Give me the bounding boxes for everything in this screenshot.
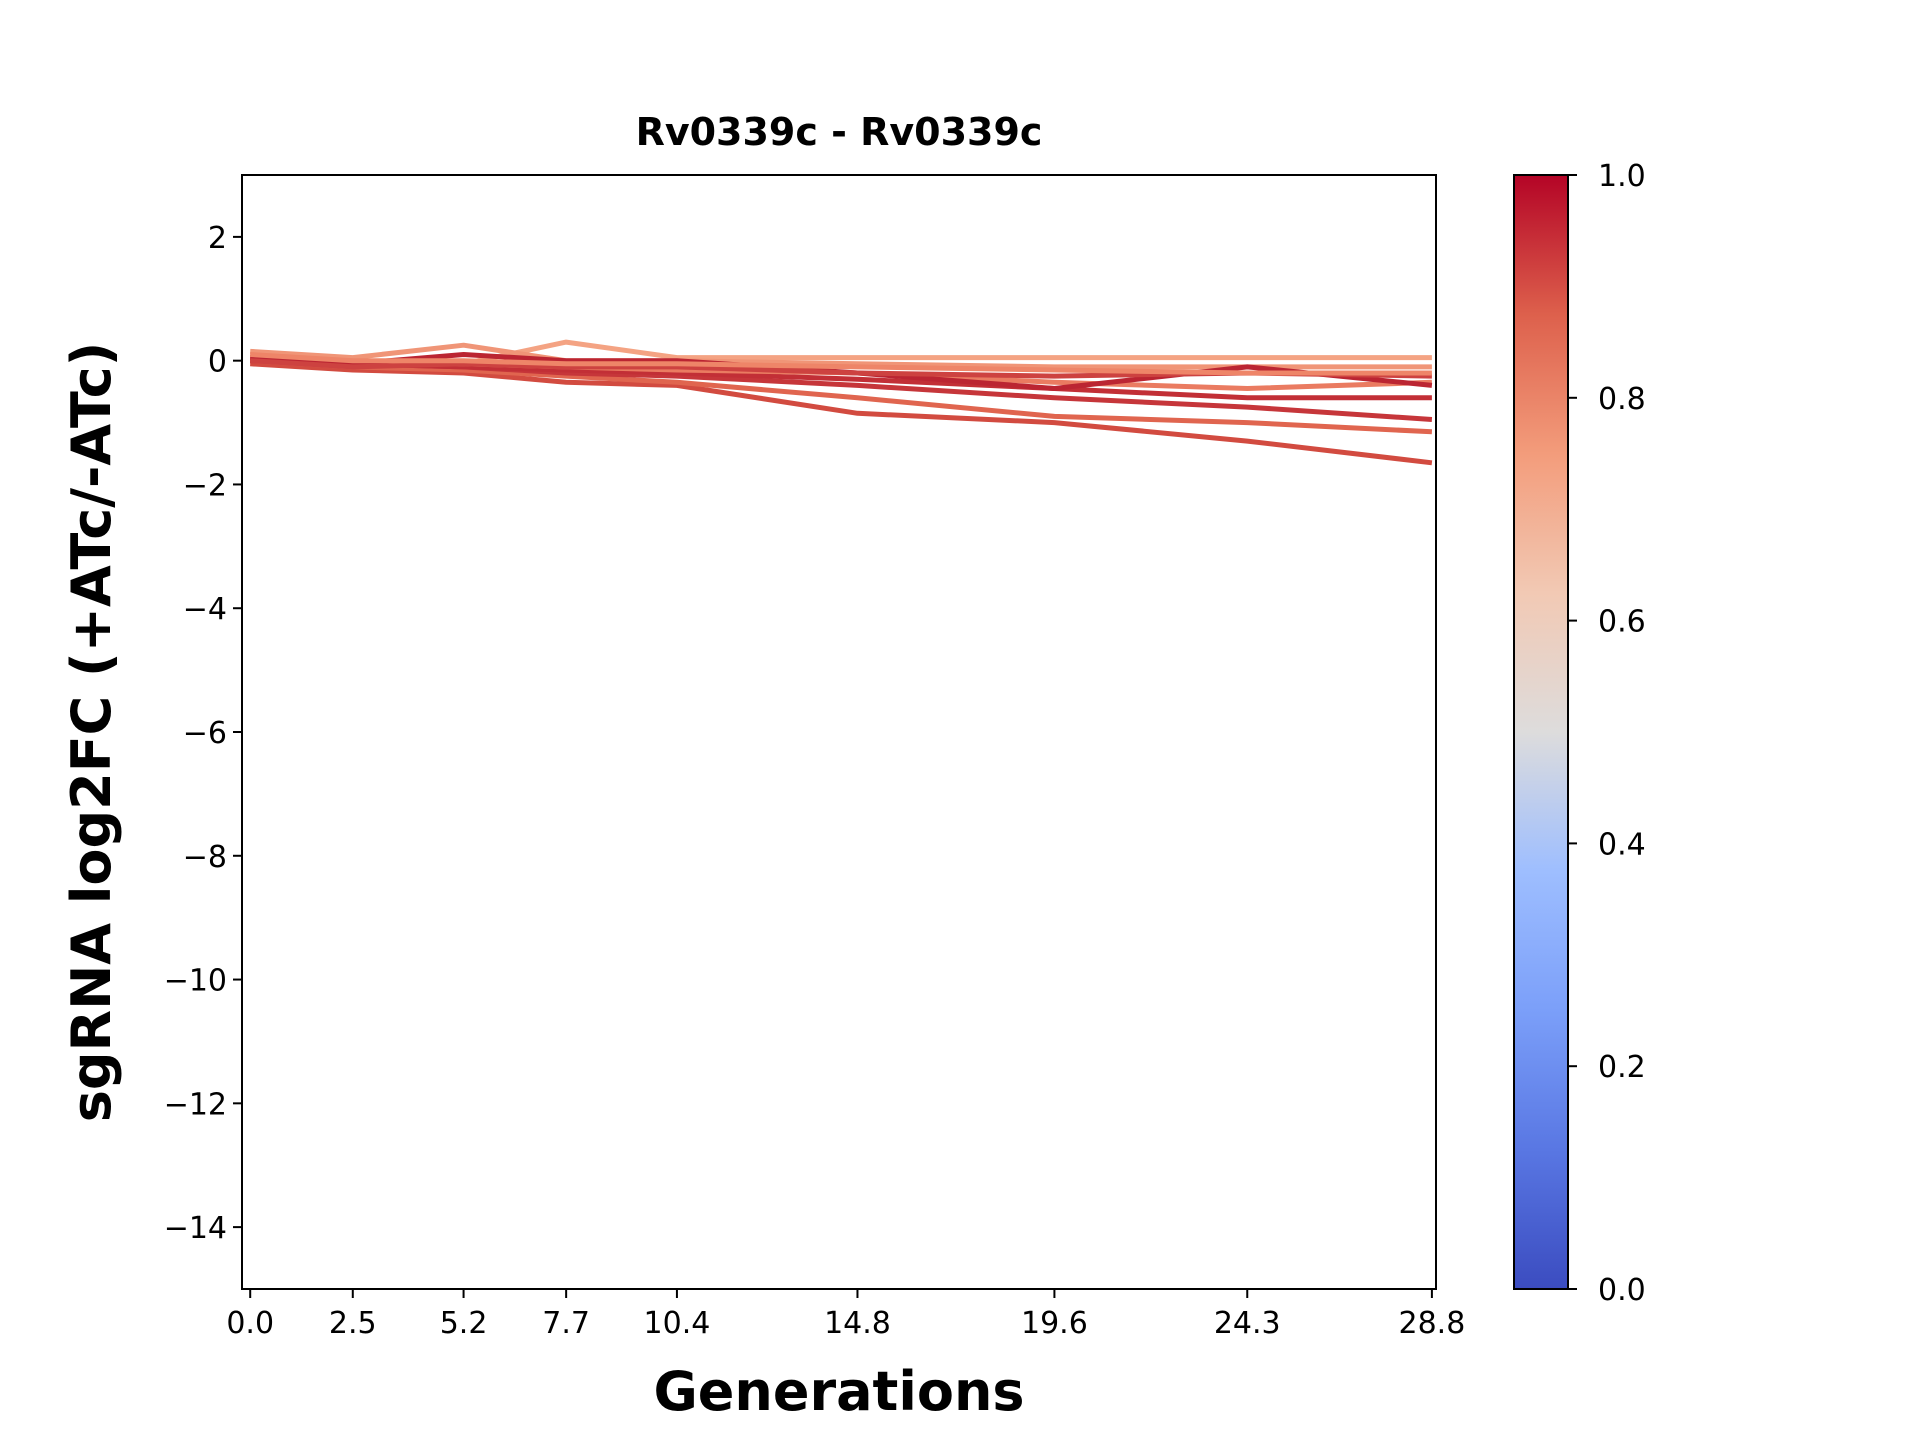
colorbar-tick-label: 0.8	[1598, 382, 1646, 417]
x-tick-label: 19.6	[1021, 1306, 1088, 1341]
series-lines	[250, 339, 1433, 466]
x-tick-label: 10.4	[644, 1306, 711, 1341]
colorbar-tick-label: 0.0	[1598, 1273, 1646, 1308]
y-tick-label: −8	[183, 840, 227, 875]
x-tick-label: 14.8	[824, 1306, 891, 1341]
y-tick-label: −14	[164, 1211, 227, 1246]
y-tick-label: 2	[208, 221, 227, 256]
x-tick-label: 24.3	[1214, 1306, 1281, 1341]
colorbar-tick-label: 1.0	[1598, 159, 1646, 194]
y-tick-label: −6	[183, 716, 227, 751]
plot-frame	[241, 174, 1437, 1290]
y-tick-label: −2	[183, 468, 227, 503]
y-tick-label: −12	[164, 1087, 227, 1122]
colorbar-ticks: 0.0 0.2 0.4 0.6 0.8 1.0	[1568, 159, 1646, 1308]
y-tick-label: −4	[183, 592, 227, 627]
chart-title: Rv0339c - Rv0339c	[636, 110, 1043, 154]
x-tick-label: 28.8	[1398, 1306, 1465, 1341]
y-tick-label: −10	[164, 964, 227, 999]
colorbar-tick-label: 0.2	[1598, 1050, 1646, 1085]
colorbar-tick-label: 0.4	[1598, 827, 1646, 862]
series-line-9	[250, 352, 1432, 376]
x-axis-label: Generations	[653, 1360, 1024, 1423]
x-tick-label: 7.7	[542, 1306, 590, 1341]
x-tick-label: 5.2	[440, 1306, 488, 1341]
x-tick-label: 0.0	[226, 1306, 274, 1341]
y-axis: 2 0 −2 −4 −6 −8 −10 −12 −14	[164, 221, 242, 1246]
x-tick-label: 2.5	[329, 1306, 377, 1341]
series-line-0	[250, 361, 1433, 466]
y-tick-label: 0	[208, 345, 227, 380]
y-axis-label: sgRNA log2FC (+ATc/-ATc)	[60, 342, 123, 1123]
colorbar-tick-label: 0.6	[1598, 605, 1646, 640]
x-axis: 0.0 2.5 5.2 7.7 10.4 14.8 19.6 24.3 28.8	[226, 1289, 1465, 1341]
colorbar	[1513, 174, 1569, 1290]
